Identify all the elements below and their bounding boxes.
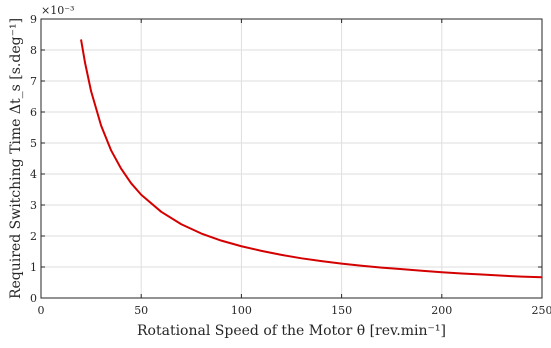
data-point [120, 168, 122, 170]
data-point [421, 270, 423, 272]
y-tick-label: 4 [30, 168, 37, 181]
data-point [80, 39, 82, 41]
data-point [100, 125, 102, 127]
data-point [501, 275, 503, 277]
x-tick-label: 50 [134, 304, 148, 317]
data-point [280, 254, 283, 256]
data-point [521, 276, 523, 278]
plot-frame [40, 18, 543, 299]
y-tick-label: 1 [30, 261, 37, 274]
x-tick-label: 100 [231, 304, 252, 317]
x-tick-label: 250 [532, 304, 551, 317]
data-point [140, 194, 142, 196]
data-point [160, 211, 162, 213]
x-axis-label: Rotational Speed of the Motor θ̇ [rev.mi… [137, 323, 446, 339]
data-point [541, 276, 543, 278]
data-point [180, 223, 182, 225]
data-point [461, 272, 463, 275]
data-point [381, 267, 383, 269]
data-point [481, 273, 483, 276]
x-tick-labels: 0 50 100 150 200 250 [38, 304, 551, 317]
data-point [320, 260, 323, 262]
data-point [84, 62, 86, 64]
axis-ticks [40, 18, 543, 299]
series-layer [80, 39, 543, 279]
y-exponent-label: ×10⁻³ [41, 4, 74, 17]
data-point [90, 90, 92, 92]
y-tick-label: 3 [30, 199, 37, 212]
data-point [240, 245, 242, 247]
y-tick-label: 8 [30, 44, 37, 57]
x-tick-label: 200 [431, 304, 452, 317]
y-tick-label: 9 [30, 13, 37, 26]
data-point [341, 262, 343, 265]
y-axis-label: Required Switching Time Δt_s [s.deg⁻¹] [8, 18, 24, 299]
y-tick-label: 5 [30, 137, 37, 150]
y-tick-label: 7 [30, 75, 37, 88]
y-tick-labels: 0 1 2 3 4 5 6 7 8 9 [30, 13, 37, 305]
x-tick-label: 150 [331, 304, 352, 317]
data-point [441, 271, 443, 273]
y-tick-label: 0 [30, 292, 37, 305]
data-point [260, 250, 263, 252]
series-line [80, 39, 543, 279]
data-point [401, 268, 403, 270]
data-point [110, 149, 112, 152]
data-point [300, 257, 303, 259]
y-tick-label: 2 [30, 230, 37, 243]
data-point [200, 232, 202, 235]
data-point [220, 240, 222, 242]
x-tick-label: 0 [38, 304, 45, 317]
data-point [130, 182, 132, 184]
y-tick-label: 6 [30, 106, 37, 119]
data-point [361, 265, 363, 267]
